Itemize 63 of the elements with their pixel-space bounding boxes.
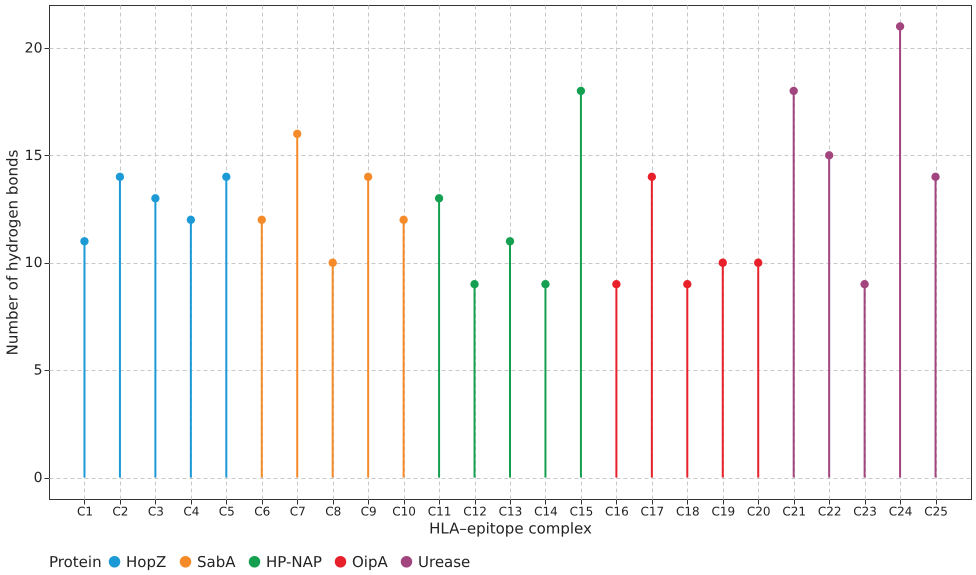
x-tick-label: C22 xyxy=(818,504,842,518)
x-tick-label: C11 xyxy=(428,504,452,518)
x-tick-label: C23 xyxy=(853,504,877,518)
y-axis-title: Number of hydrogen bonds xyxy=(4,149,22,356)
x-tick-label: C25 xyxy=(924,504,948,518)
y-tick-label: 20 xyxy=(24,40,42,56)
legend-label: HopZ xyxy=(126,552,166,571)
x-tick-label: C8 xyxy=(325,504,342,518)
point xyxy=(434,194,444,202)
point xyxy=(896,22,904,31)
point xyxy=(364,172,372,181)
x-tick-label: C24 xyxy=(888,504,912,518)
point xyxy=(328,258,337,267)
point xyxy=(931,172,940,181)
y-tick-label: 5 xyxy=(34,362,42,379)
x-tick-label: C10 xyxy=(392,504,416,518)
x-tick-label: C14 xyxy=(534,504,558,518)
point xyxy=(824,151,834,160)
point xyxy=(80,237,89,246)
point xyxy=(541,280,550,288)
legend-title: Protein xyxy=(49,553,102,571)
point xyxy=(648,172,656,181)
point xyxy=(186,216,196,224)
point xyxy=(612,280,621,288)
point xyxy=(399,216,408,224)
x-tick-label: C20 xyxy=(746,504,771,518)
legend-label: HP-NAP xyxy=(266,552,322,571)
point xyxy=(293,130,302,138)
x-tick-label: C4 xyxy=(183,504,200,518)
x-tick-label: C17 xyxy=(640,504,664,518)
x-tick-label: C3 xyxy=(148,504,164,518)
point xyxy=(506,237,514,246)
x-tick-label: C9 xyxy=(360,504,377,518)
y-tick-label: 15 xyxy=(24,148,42,164)
point xyxy=(116,172,124,181)
x-tick-label: C19 xyxy=(711,504,736,518)
x-axis-title: HLA–epitope complex xyxy=(429,520,592,538)
x-tick-label: C1 xyxy=(76,504,93,518)
point xyxy=(151,194,160,202)
legend-label: Urease xyxy=(418,552,470,571)
y-tick-label: 0 xyxy=(34,470,42,486)
x-tick-label: C6 xyxy=(254,504,270,518)
point xyxy=(790,86,798,96)
x-tick-label: C5 xyxy=(218,504,235,518)
point xyxy=(683,280,692,288)
x-tick-label: C7 xyxy=(290,504,306,518)
legend-label: SabA xyxy=(197,552,236,571)
x-tick-label: C16 xyxy=(605,504,629,518)
x-tick-label: C18 xyxy=(676,504,700,518)
point xyxy=(258,216,266,224)
point xyxy=(754,258,762,267)
x-tick-label: C13 xyxy=(498,504,522,518)
point xyxy=(222,172,230,181)
x-tick-label: C2 xyxy=(112,504,128,518)
legend-label: OipA xyxy=(352,552,388,571)
point xyxy=(576,86,586,96)
x-tick-label: C21 xyxy=(782,504,806,518)
x-tick-label: C12 xyxy=(463,504,487,518)
x-tick-label: C15 xyxy=(570,504,594,518)
point xyxy=(860,280,869,288)
y-tick-label: 10 xyxy=(24,255,42,272)
point xyxy=(718,258,727,267)
point xyxy=(470,280,479,288)
